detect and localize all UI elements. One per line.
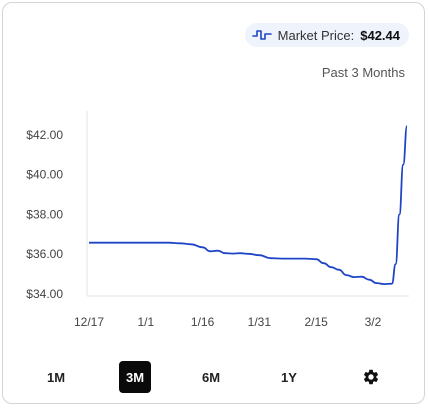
y-tick-label: $34.00 bbox=[26, 287, 63, 301]
x-tick-label: 1/16 bbox=[191, 315, 215, 329]
market-price-badge: Market Price: $42.44 bbox=[244, 23, 409, 47]
x-tick-label: 1/1 bbox=[137, 315, 154, 329]
line-trend-icon bbox=[251, 30, 272, 40]
range-button-1y[interactable]: 1Y bbox=[281, 369, 297, 385]
market-price-value: $42.44 bbox=[360, 27, 400, 43]
y-tick-label: $40.00 bbox=[26, 168, 63, 182]
period-label: Past 3 Months bbox=[321, 65, 405, 80]
y-tick-label: $38.00 bbox=[26, 207, 63, 221]
price-series-line bbox=[89, 125, 408, 285]
market-price-label: Market Price: bbox=[277, 27, 355, 43]
x-tick-label: 12/17 bbox=[74, 315, 104, 329]
x-tick-label: 1/31 bbox=[248, 315, 272, 329]
price-line-chart: $34.00 $36.00 $38.00 $40.00 $42.00 12/17 1/1 1/… bbox=[26, 111, 409, 329]
y-tick-label: $36.00 bbox=[26, 247, 63, 261]
x-tick-label: 3/2 bbox=[365, 315, 382, 329]
range-button-3m[interactable]: 3M bbox=[119, 361, 151, 393]
range-selector: 1M 3M 6M 1Y bbox=[3, 361, 426, 395]
range-button-6m[interactable]: 6M bbox=[201, 369, 221, 385]
price-history-card: Market Price: $42.44 Past 3 Months $34.0… bbox=[2, 2, 425, 404]
range-button-1m[interactable]: 1M bbox=[46, 369, 66, 385]
x-tick-label: 2/15 bbox=[304, 315, 328, 329]
y-tick-label: $42.00 bbox=[26, 128, 63, 142]
gear-icon[interactable] bbox=[355, 361, 387, 393]
